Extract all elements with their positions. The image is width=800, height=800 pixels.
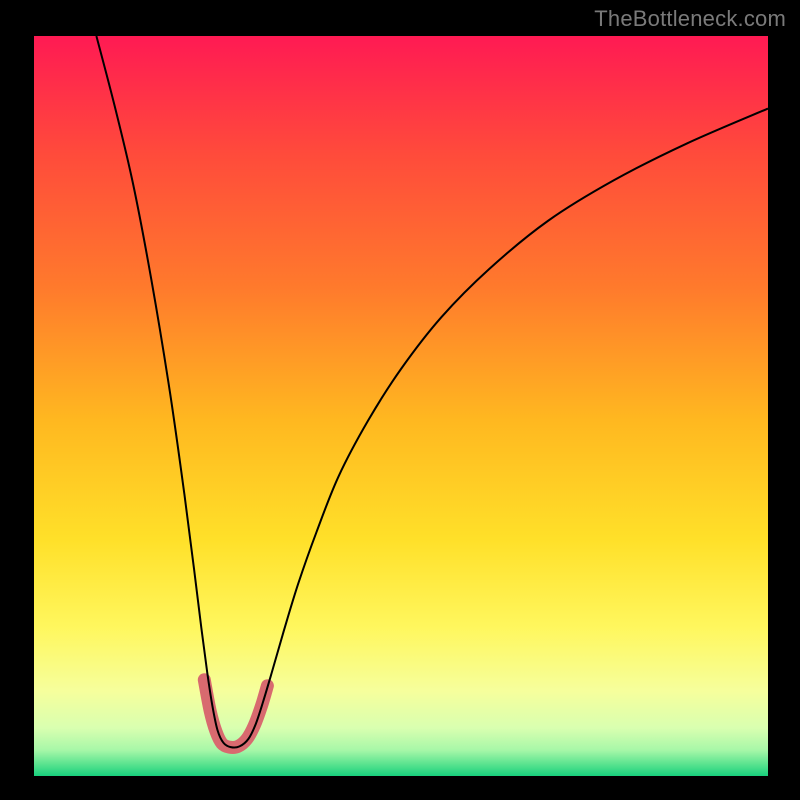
curve-layer [0, 0, 800, 800]
watermark-text: TheBottleneck.com [594, 6, 786, 32]
stage: TheBottleneck.com [0, 0, 800, 800]
main-curve-path [96, 36, 768, 748]
